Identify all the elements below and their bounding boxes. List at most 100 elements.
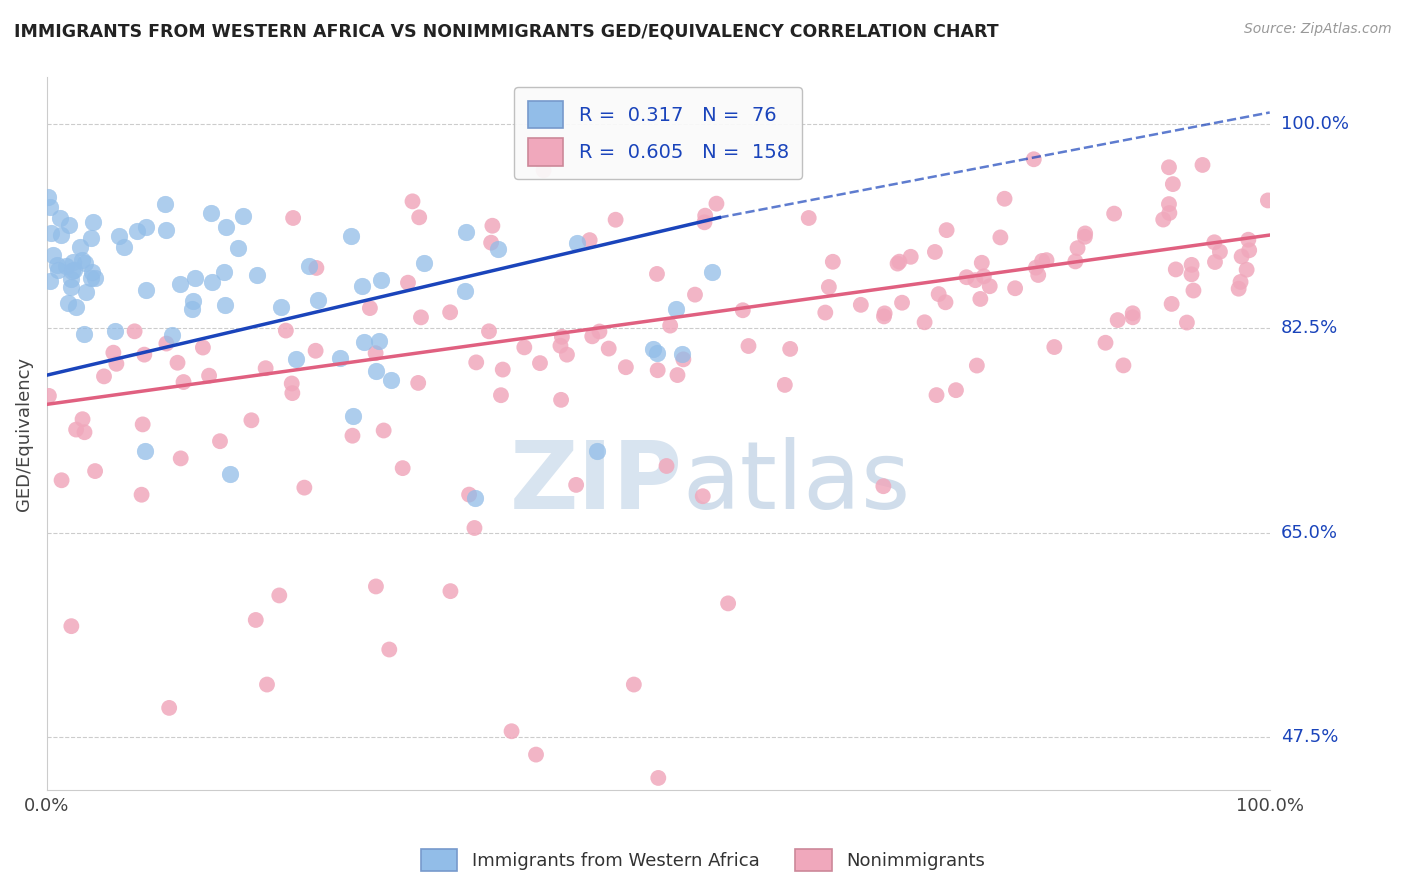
Point (409, 310, 432, 325)
Point (945, 383, 967, 397)
Point (565, 235, 588, 250)
Point (647, 771, 669, 785)
Point (124, 324, 146, 338)
Point (214, 297, 236, 311)
Point (46, 258, 69, 272)
Point (254, 361, 277, 376)
Point (1257, 194, 1279, 208)
Point (84, 464, 107, 478)
Point (1026, 268, 1049, 282)
Point (486, 242, 509, 256)
Point (108, 229, 131, 244)
Point (198, 368, 221, 383)
Point (350, 279, 373, 293)
Point (501, 724, 523, 739)
Point (979, 279, 1001, 293)
Y-axis label: GED/Equivalency: GED/Equivalency (15, 357, 32, 510)
Point (135, 219, 157, 234)
Point (208, 434, 231, 449)
Point (359, 301, 381, 315)
Point (924, 244, 946, 259)
Point (281, 386, 304, 401)
Point (366, 364, 388, 378)
Point (1229, 275, 1251, 289)
Point (219, 467, 242, 482)
Point (364, 346, 387, 360)
Point (135, 283, 157, 297)
Point (489, 388, 512, 402)
Point (269, 589, 291, 603)
Point (900, 250, 922, 264)
Point (1230, 250, 1253, 264)
Point (83, 270, 105, 285)
Point (39, 274, 62, 288)
Point (304, 343, 326, 358)
Point (1122, 306, 1144, 320)
Point (65, 423, 87, 437)
Point (342, 409, 364, 423)
Point (1074, 229, 1097, 244)
Point (368, 334, 391, 348)
Point (37, 190, 59, 204)
Point (1025, 260, 1047, 275)
Point (280, 794, 302, 808)
Point (298, 259, 321, 273)
Point (672, 352, 695, 367)
Text: Source: ZipAtlas.com: Source: ZipAtlas.com (1244, 22, 1392, 37)
Point (157, 701, 180, 715)
Point (396, 276, 419, 290)
Text: 65.0%: 65.0% (1281, 524, 1339, 541)
Point (647, 363, 669, 377)
Point (555, 348, 578, 362)
Point (62, 262, 84, 277)
Point (454, 226, 477, 240)
Point (46, 263, 69, 277)
Point (872, 479, 894, 493)
Point (103, 345, 125, 359)
Point (818, 280, 841, 294)
Point (1094, 335, 1116, 350)
Point (39, 226, 62, 240)
Point (465, 355, 488, 369)
Point (1180, 268, 1202, 282)
Point (797, 211, 820, 225)
Point (1237, 233, 1260, 247)
Point (598, 342, 620, 356)
Point (1181, 258, 1204, 272)
Point (370, 273, 392, 287)
Point (240, 413, 263, 427)
Point (935, 223, 957, 237)
Point (342, 428, 364, 442)
Point (731, 303, 754, 318)
Point (80, 271, 103, 285)
Point (565, 478, 588, 492)
Point (1204, 235, 1226, 250)
Point (529, 356, 551, 370)
Point (131, 488, 153, 502)
Point (391, 461, 413, 475)
Text: atlas: atlas (683, 437, 911, 529)
Point (378, 642, 401, 657)
Point (458, 487, 481, 501)
Point (773, 377, 796, 392)
Point (814, 305, 837, 319)
Point (125, 224, 148, 238)
Point (478, 324, 501, 338)
Point (666, 368, 689, 382)
Point (550, 339, 572, 353)
Point (73, 256, 96, 270)
Point (58, 218, 80, 232)
Point (134, 444, 156, 458)
Point (439, 305, 461, 319)
Point (112, 240, 135, 254)
Point (166, 356, 188, 370)
Point (1191, 158, 1213, 172)
Point (605, 212, 627, 227)
Point (1182, 284, 1205, 298)
Point (305, 260, 328, 275)
Point (1152, 212, 1174, 227)
Point (1031, 254, 1053, 268)
Point (72, 252, 94, 267)
Point (62, 264, 84, 278)
Point (72, 327, 94, 342)
